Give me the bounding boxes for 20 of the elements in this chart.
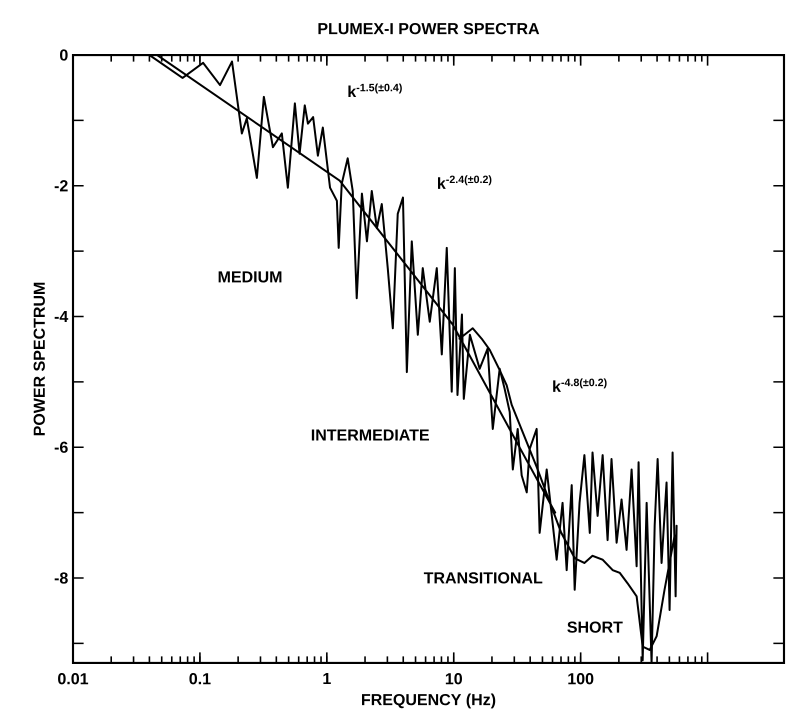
annotation: SHORT: [567, 621, 623, 633]
y-tick-label: -4: [54, 311, 68, 322]
y-tick-label: -2: [54, 180, 68, 192]
annotation: k$^{-1.5(±0.4)}$: [348, 83, 402, 98]
annotation: k$^{-4.8(±0.2)}$: [553, 378, 607, 392]
y-tick-label: 0: [60, 49, 68, 61]
annotation: TRANSITIONAL: [424, 572, 542, 584]
x-tick-label: 0.01: [58, 673, 88, 684]
chart-title: PLUMEX-I POWER SPECTRA: [318, 22, 540, 34]
x-axis-title: FREQUENCY (Hz): [362, 694, 496, 708]
x-tick-label: 0.1: [189, 673, 211, 684]
annotation: INTERMEDIATE: [312, 429, 429, 440]
x-tick-label: 10: [446, 673, 462, 684]
y-axis-title: POWER SPECTRUM: [34, 282, 45, 436]
annotation: k$^{-2.4(±0.2)}$: [438, 175, 492, 189]
x-tick-label: 100: [568, 673, 594, 684]
annotation: MEDIUM: [218, 271, 282, 282]
y-tick-label: -6: [54, 442, 68, 453]
x-tick-label: 1: [323, 673, 331, 684]
y-tick-label: -8: [54, 572, 68, 584]
